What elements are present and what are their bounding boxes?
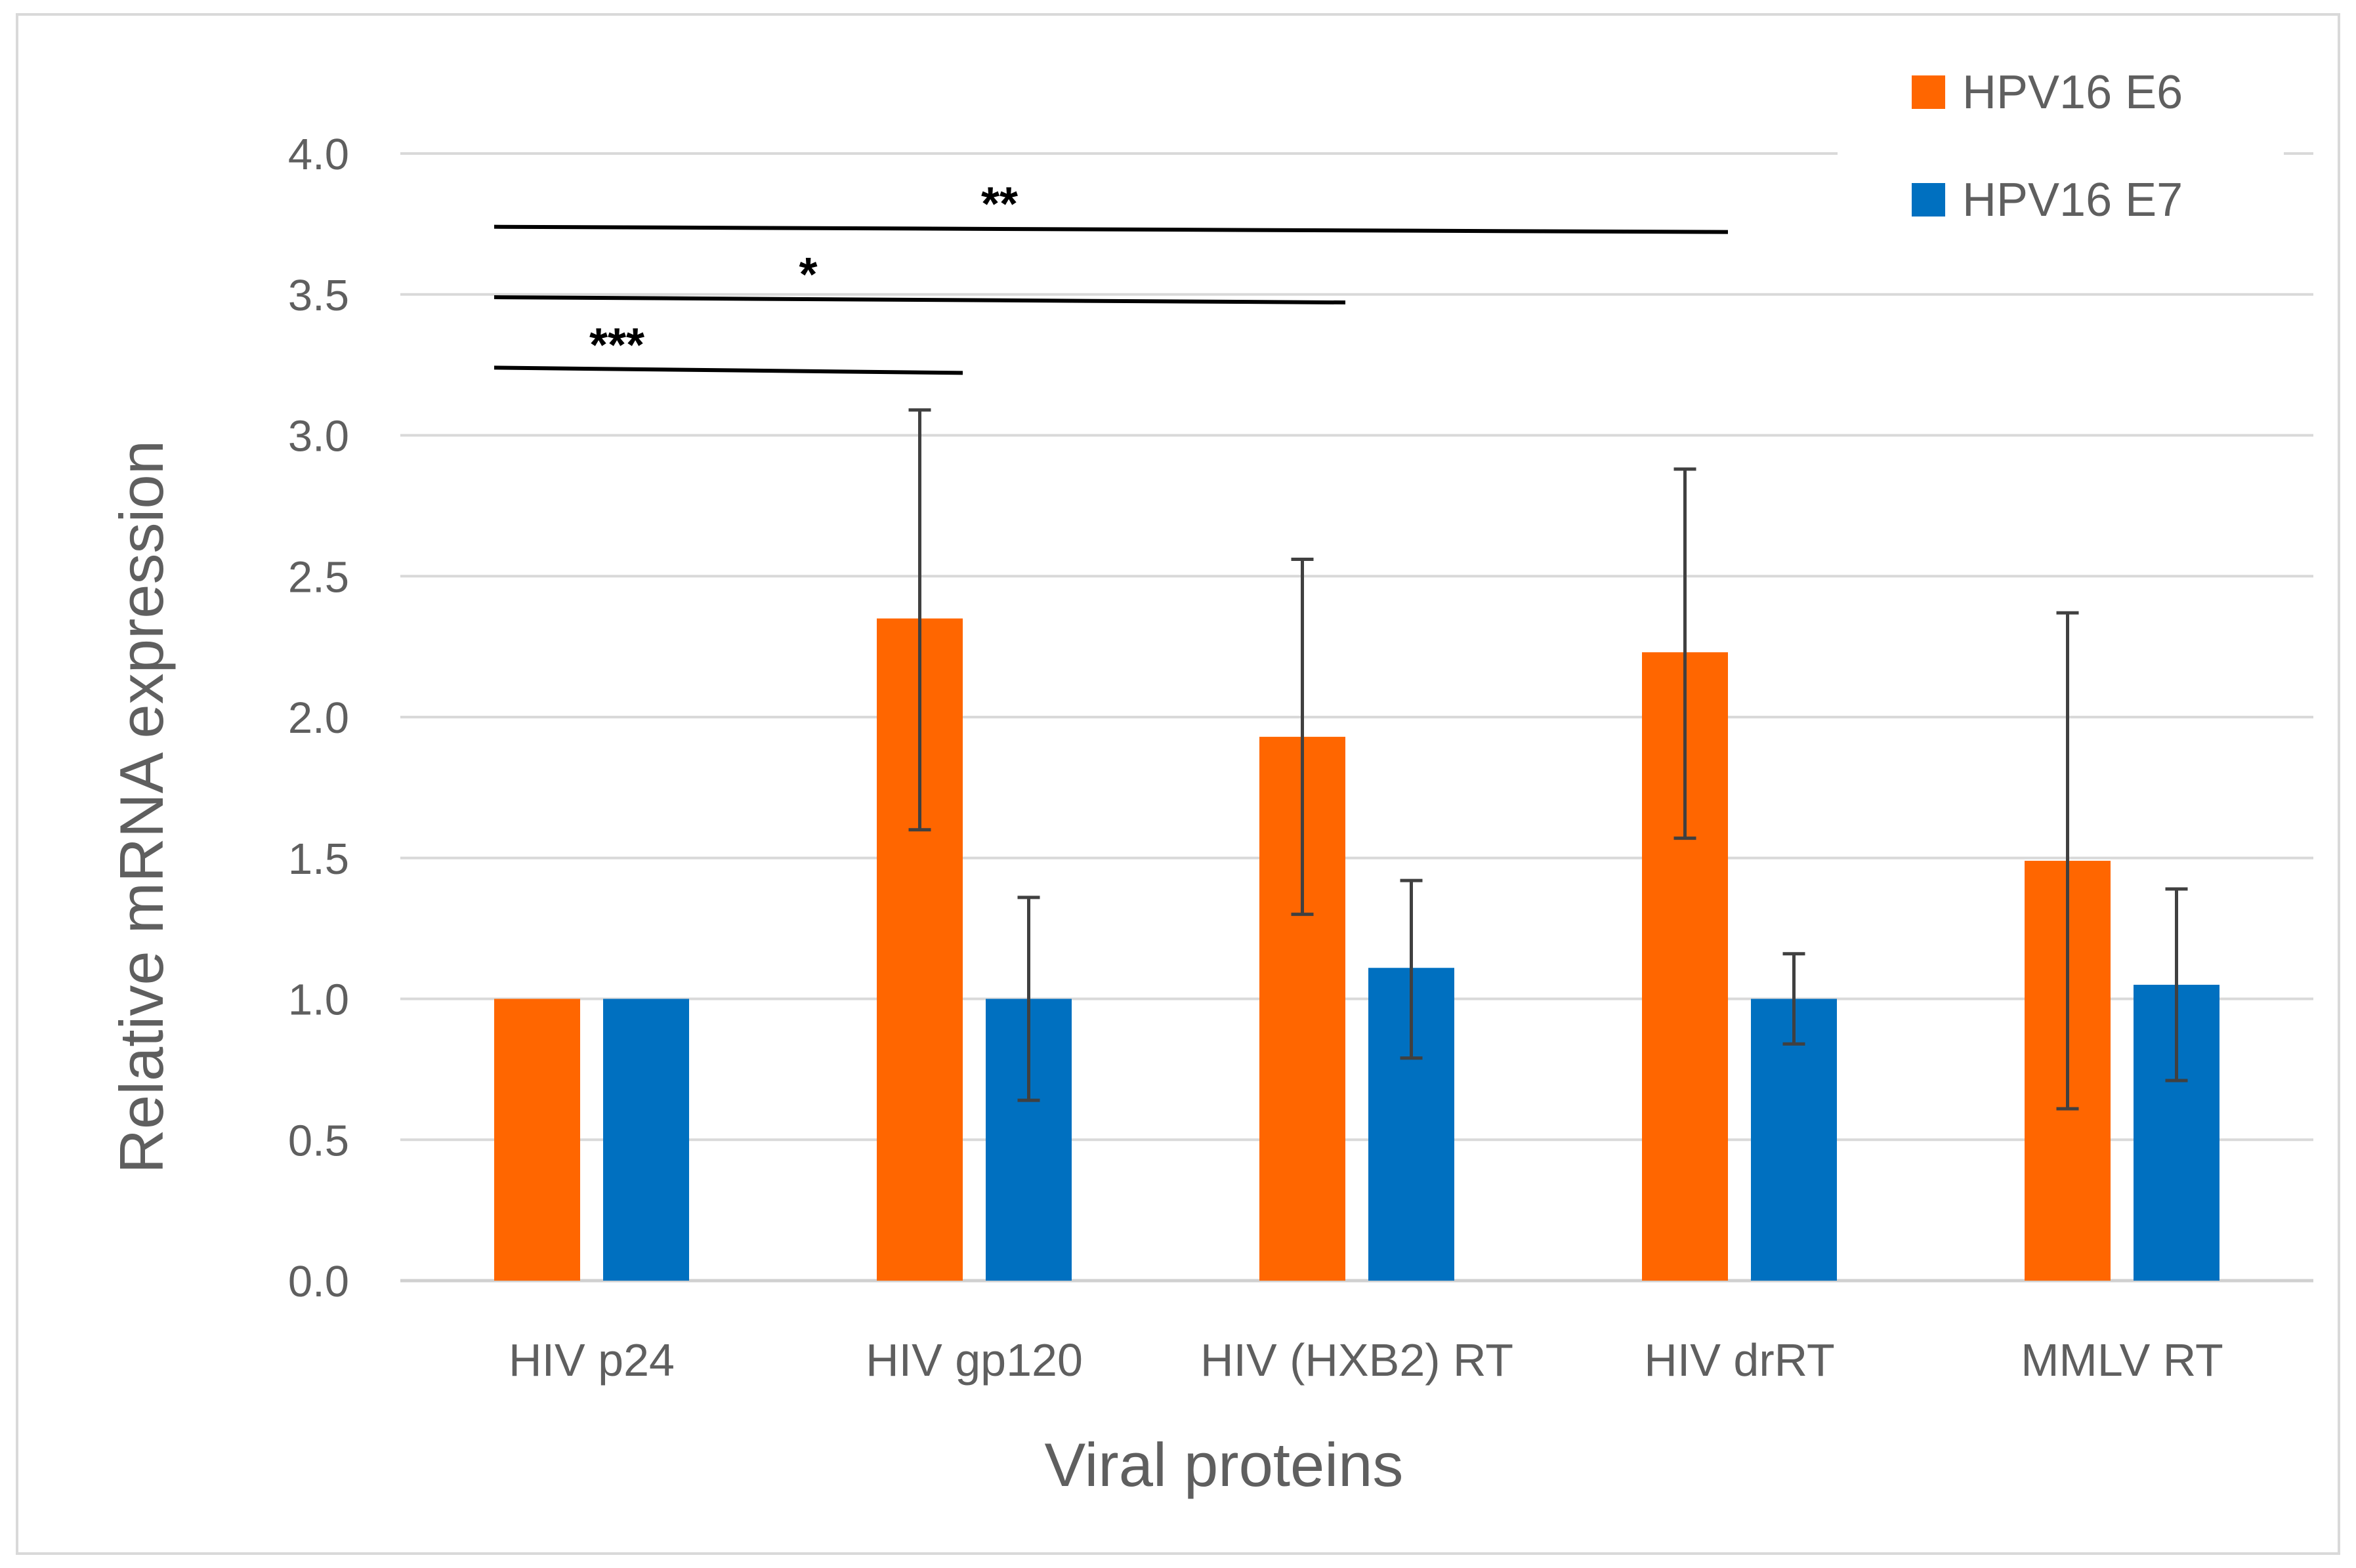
- significance-line: [494, 295, 1346, 305]
- significance-label: ***: [589, 319, 644, 371]
- legend-swatch-e7: [1912, 183, 1945, 217]
- legend-label-e6: HPV16 E6: [1962, 66, 2183, 119]
- x-axis-categories: HIV p24 HIV gp120 HIV (HXB2) RT HIV drRT MML…: [509, 1334, 2223, 1386]
- x-axis-title: Viral proteins: [1045, 1430, 1404, 1499]
- bars: [494, 618, 2219, 1281]
- significance-label: *: [799, 249, 817, 301]
- bar: [1751, 999, 1837, 1281]
- y-tick-label: 4.0: [288, 130, 349, 179]
- legend-swatch-e6: [1912, 75, 1945, 109]
- y-tick-label: 0.5: [288, 1116, 349, 1165]
- x-category-label: HIV drRT: [1644, 1334, 1834, 1386]
- gridlines: [400, 152, 2313, 1283]
- bar: [494, 999, 580, 1281]
- y-tick-label: 3.5: [288, 271, 349, 320]
- legend: HPV16 E6 HPV16 E7: [1838, 52, 2284, 226]
- significance-annotations: ******: [494, 178, 1729, 375]
- chart-frame: [16, 13, 2340, 1555]
- y-tick-label: 1.5: [288, 835, 349, 884]
- significance-label: **: [981, 178, 1018, 231]
- x-category-label: MMLV RT: [2021, 1334, 2223, 1386]
- y-tick-label: 2.0: [288, 693, 349, 743]
- y-tick-label: 3.0: [288, 412, 349, 461]
- y-tick-label: 2.5: [288, 552, 349, 602]
- significance-line: [494, 224, 1729, 234]
- x-category-label: HIV p24: [509, 1334, 675, 1386]
- x-category-label: HIV gp120: [866, 1334, 1083, 1386]
- y-axis-title: Relative mRNA expression: [107, 440, 176, 1174]
- y-tick-label: 0.0: [288, 1257, 349, 1306]
- y-tick-label: 1.0: [288, 976, 349, 1025]
- y-axis-ticks: 0.0 0.5 1.0 1.5 2.0 2.5 3.0 3.5 4.0: [288, 130, 349, 1306]
- legend-label-e7: HPV16 E7: [1962, 174, 2183, 226]
- x-category-label: HIV (HXB2) RT: [1200, 1334, 1513, 1386]
- error-bars: [908, 408, 2188, 1111]
- significance-line: [494, 365, 963, 375]
- bar: [603, 999, 689, 1281]
